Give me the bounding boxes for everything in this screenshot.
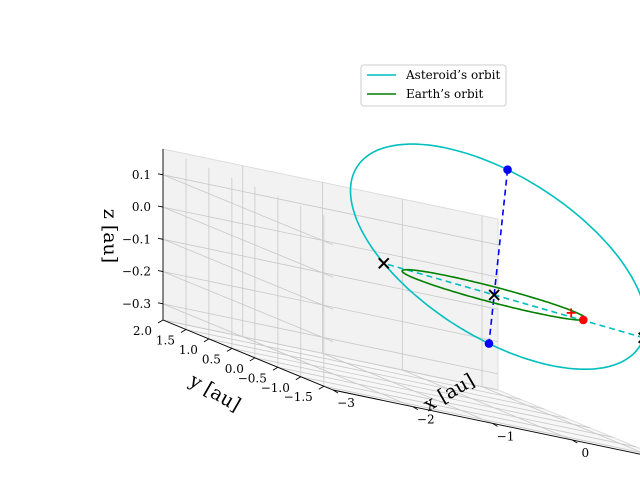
- y-tick-0: [318, 385, 325, 390]
- x-tick-2: [492, 422, 498, 427]
- y-tick-3: [249, 357, 256, 362]
- y-tick-2: [272, 366, 279, 371]
- x-axis-line: [332, 389, 640, 455]
- x-tick-label-1: −2: [417, 413, 435, 427]
- x-tick-label-0: −3: [337, 396, 355, 410]
- x-tick-label-3: 0: [581, 446, 589, 460]
- node-line: [383, 262, 640, 338]
- earth-orbit-line: [401, 268, 588, 321]
- y-tick-label-3: 0.0: [225, 362, 244, 376]
- y-tick-7: [157, 319, 164, 324]
- y-tick-label-5: 1.0: [179, 343, 198, 357]
- ascending-node-marker: [378, 257, 390, 269]
- x-tick-3: [572, 439, 578, 444]
- y-tick-label-4: 0.5: [202, 352, 221, 366]
- z-tick-3: [157, 270, 164, 273]
- y-tick-label-2: −0.5: [238, 371, 267, 385]
- z-axis-label: z [au]: [99, 209, 121, 263]
- y-tick-5: [203, 338, 210, 343]
- ascending-node-stroke-b: [378, 257, 390, 269]
- asteroid-perihelion-marker: [484, 339, 494, 348]
- x-tick-0: [332, 389, 339, 394]
- apsis-line: [488, 169, 509, 344]
- sun-stroke-b: [488, 289, 500, 301]
- x-tick-label-2: −1: [497, 429, 515, 443]
- z-tick-0: [157, 173, 164, 176]
- y-tick-label-0: −1.5: [284, 390, 313, 404]
- legend: Asteroid’s orbit Earth’s orbit: [360, 64, 507, 107]
- z-tick-4: [157, 302, 164, 305]
- z-tick-label-3: −0.2: [122, 265, 151, 279]
- z-tick-label-2: −0.1: [122, 232, 151, 246]
- sun-marker: [488, 289, 500, 301]
- y-tick-1: [295, 376, 302, 381]
- z-tick-label-0: 0.1: [132, 168, 151, 182]
- y-axis-label: y [au]: [185, 369, 245, 416]
- y-axis-line: [162, 319, 334, 391]
- y-tick-4: [226, 347, 233, 352]
- axis-ticks: −3−2−101−1.5−1.0−0.50.00.51.01.52.00.10.…: [122, 168, 589, 460]
- y-tick-label-6: 1.5: [156, 333, 175, 347]
- y-tick-label-7: 2.0: [133, 324, 152, 338]
- legend-frame: [360, 64, 507, 107]
- y-tick-6: [180, 329, 187, 333]
- z-tick-label-1: 0.0: [132, 200, 151, 214]
- axis-lines: [162, 149, 640, 455]
- legend-label-earth: Earth’s orbit: [406, 87, 483, 101]
- z-tick-label-4: −0.3: [122, 297, 151, 311]
- orbit-markers: [378, 165, 640, 348]
- legend-label-asteroid: Asteroid’s orbit: [405, 68, 500, 82]
- earth-marker-marker: [566, 308, 576, 318]
- x-tick-1: [412, 406, 418, 411]
- z-tick-2: [157, 237, 164, 240]
- earth-position-marker: [579, 315, 588, 325]
- z-tick-1: [157, 205, 164, 208]
- y-tick-label-1: −1.0: [261, 381, 290, 395]
- asteroid-aphelion-marker: [503, 165, 512, 175]
